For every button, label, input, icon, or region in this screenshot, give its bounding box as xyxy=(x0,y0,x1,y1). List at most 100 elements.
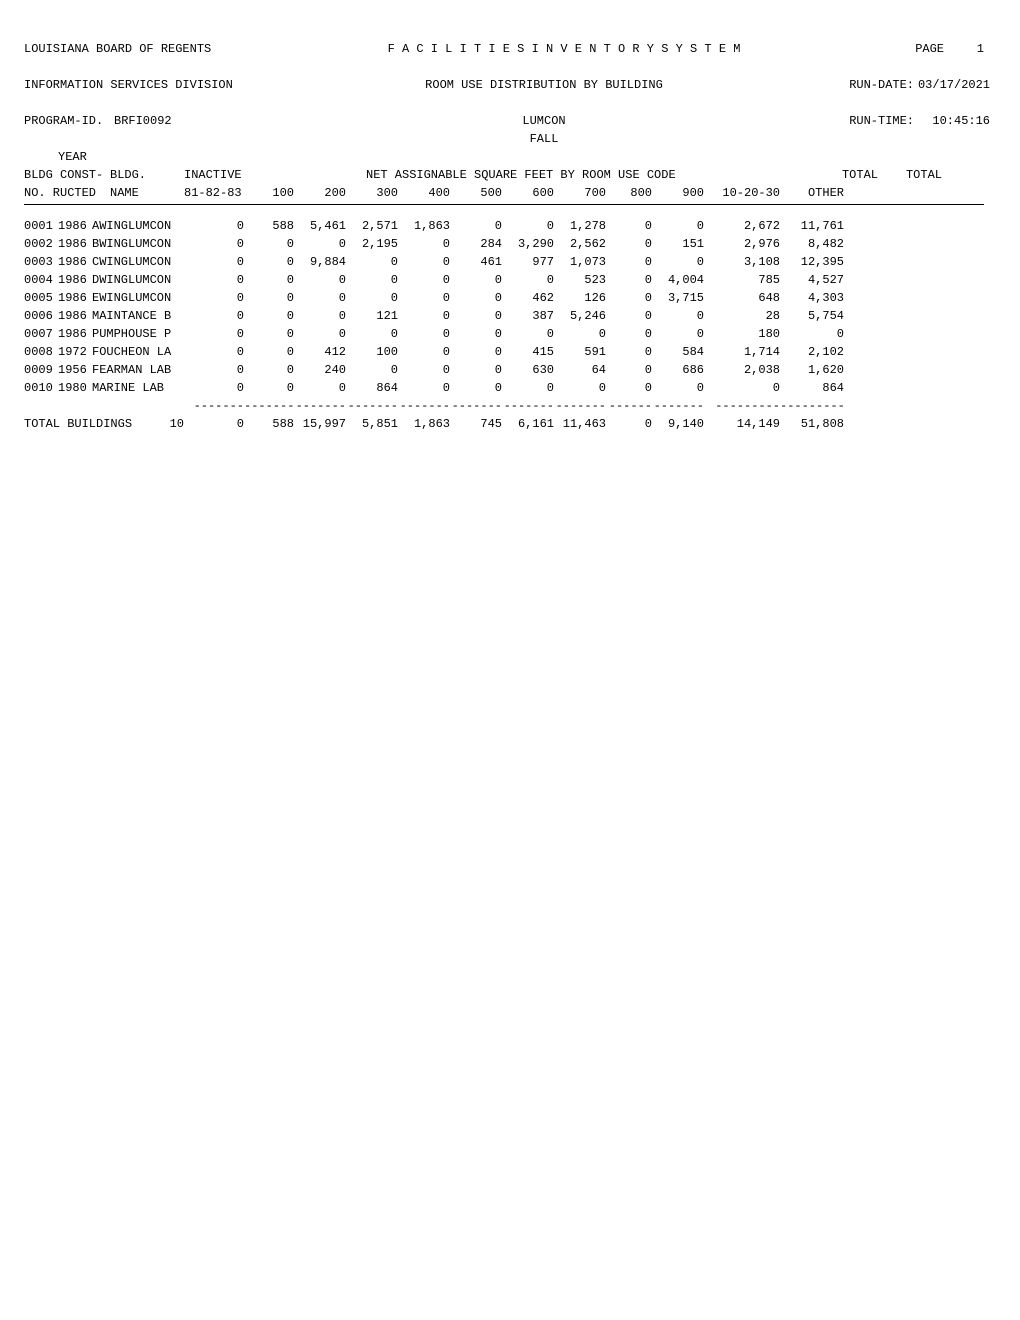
cell-inactive: 0 xyxy=(184,235,244,253)
col-100: 100 xyxy=(244,184,294,202)
cell-600: 0 xyxy=(502,379,554,397)
run-date: 03/17/2021 xyxy=(914,76,990,94)
cell-total: 785 xyxy=(704,271,780,289)
cell-200: 9,884 xyxy=(294,253,346,271)
cell-year: 1986 xyxy=(58,253,92,271)
cell-400: 0 xyxy=(398,343,450,361)
run-time-label: RUN-TIME: xyxy=(804,112,914,130)
division-name: INFORMATION SERVICES DIVISION xyxy=(24,76,284,94)
cell-year: 1986 xyxy=(58,217,92,235)
cell-300: 0 xyxy=(346,253,398,271)
cell-inactive: 0 xyxy=(184,361,244,379)
header-line-1: LOUISIANA BOARD OF REGENTS F A C I L I T… xyxy=(24,40,1020,58)
cell-total: 0 xyxy=(704,379,780,397)
cell-800: 0 xyxy=(606,343,652,361)
cell-600: 387 xyxy=(502,307,554,325)
cell-900: 151 xyxy=(652,235,704,253)
col-inactive: INACTIVE xyxy=(184,166,244,184)
table-row: 00051986EWINGLUMCON00000046212603,715648… xyxy=(24,289,1020,307)
cell-800: 0 xyxy=(606,379,652,397)
cell-900: 0 xyxy=(652,325,704,343)
totals-other: 51,808 xyxy=(780,415,844,433)
cell-500: 284 xyxy=(450,235,502,253)
cell-100: 0 xyxy=(244,271,294,289)
cell-400: 0 xyxy=(398,307,450,325)
cell-other: 11,761 xyxy=(780,217,844,235)
cell-800: 0 xyxy=(606,325,652,343)
table-row: 00021986BWINGLUMCON0002,19502843,2902,56… xyxy=(24,235,1020,253)
col-year-label: YEAR xyxy=(58,148,92,166)
col-net-assignable: NET ASSIGNABLE SQUARE FEET BY ROOM USE C… xyxy=(346,166,704,184)
cell-total: 2,038 xyxy=(704,361,780,379)
program-label: PROGRAM-ID. xyxy=(24,112,114,130)
cell-100: 0 xyxy=(244,253,294,271)
totals-label: TOTAL BUILDINGS xyxy=(24,415,140,433)
totals-600: 6,161 xyxy=(502,415,554,433)
cell-700: 0 xyxy=(554,325,606,343)
cell-year: 1972 xyxy=(58,343,92,361)
cell-300: 2,195 xyxy=(346,235,398,253)
cell-900: 0 xyxy=(652,307,704,325)
cell-name: AWINGLUMCON xyxy=(92,217,184,235)
page-label: PAGE xyxy=(844,40,944,58)
cell-700: 0 xyxy=(554,379,606,397)
cell-no: 0004 xyxy=(24,271,58,289)
cell-no: 0007 xyxy=(24,325,58,343)
cell-900: 584 xyxy=(652,343,704,361)
cell-inactive: 0 xyxy=(184,343,244,361)
cell-600: 415 xyxy=(502,343,554,361)
table-row: 00071986PUMPHOUSE P00000000001800 xyxy=(24,325,1020,343)
cell-600: 0 xyxy=(502,217,554,235)
totals-10-20-30: 14,149 xyxy=(704,415,780,433)
cell-inactive: 0 xyxy=(184,253,244,271)
cell-500: 0 xyxy=(450,289,502,307)
cell-other: 1,620 xyxy=(780,361,844,379)
cell-500: 0 xyxy=(450,361,502,379)
cell-400: 1,863 xyxy=(398,217,450,235)
cell-year: 1980 xyxy=(58,379,92,397)
col-10-20-30: 10-20-30 xyxy=(704,184,780,202)
cell-no: 0003 xyxy=(24,253,58,271)
cell-600: 0 xyxy=(502,325,554,343)
cell-300: 100 xyxy=(346,343,398,361)
col-300: 300 xyxy=(346,184,398,202)
cell-800: 0 xyxy=(606,217,652,235)
cell-no: 0005 xyxy=(24,289,58,307)
cell-800: 0 xyxy=(606,235,652,253)
cell-no: 0009 xyxy=(24,361,58,379)
col-total-2: TOTAL xyxy=(878,166,942,184)
cell-200: 5,461 xyxy=(294,217,346,235)
cell-inactive: 0 xyxy=(184,307,244,325)
cell-700: 64 xyxy=(554,361,606,379)
col-header-row-1: YEAR xyxy=(24,148,1020,166)
cell-name: DWINGLUMCON xyxy=(92,271,184,289)
cell-600: 0 xyxy=(502,271,554,289)
col-bldg-const: BLDG CONST- xyxy=(24,166,110,184)
cell-400: 0 xyxy=(398,361,450,379)
cell-900: 0 xyxy=(652,379,704,397)
col-500: 500 xyxy=(450,184,502,202)
cell-100: 588 xyxy=(244,217,294,235)
cell-inactive: 0 xyxy=(184,217,244,235)
cell-600: 3,290 xyxy=(502,235,554,253)
totals-row: TOTAL BUILDINGS 10 0 588 15,997 5,851 1,… xyxy=(24,415,1020,433)
cell-100: 0 xyxy=(244,379,294,397)
cell-500: 0 xyxy=(450,307,502,325)
cell-name: MARINE LAB xyxy=(92,379,184,397)
cell-400: 0 xyxy=(398,235,450,253)
table-body: 00011986AWINGLUMCON05885,4612,5711,86300… xyxy=(24,217,1020,397)
table-row: 00081972FOUCHEON LA004121000041559105841… xyxy=(24,343,1020,361)
totals-800: 0 xyxy=(606,415,652,433)
cell-inactive: 0 xyxy=(184,289,244,307)
col-400: 400 xyxy=(398,184,450,202)
cell-700: 126 xyxy=(554,289,606,307)
cell-100: 0 xyxy=(244,307,294,325)
cell-200: 0 xyxy=(294,235,346,253)
cell-100: 0 xyxy=(244,289,294,307)
cell-900: 686 xyxy=(652,361,704,379)
cell-name: CWINGLUMCON xyxy=(92,253,184,271)
col-name: NAME xyxy=(110,184,184,202)
cell-500: 0 xyxy=(450,379,502,397)
totals-inactive: 0 xyxy=(184,415,244,433)
col-600: 600 xyxy=(502,184,554,202)
